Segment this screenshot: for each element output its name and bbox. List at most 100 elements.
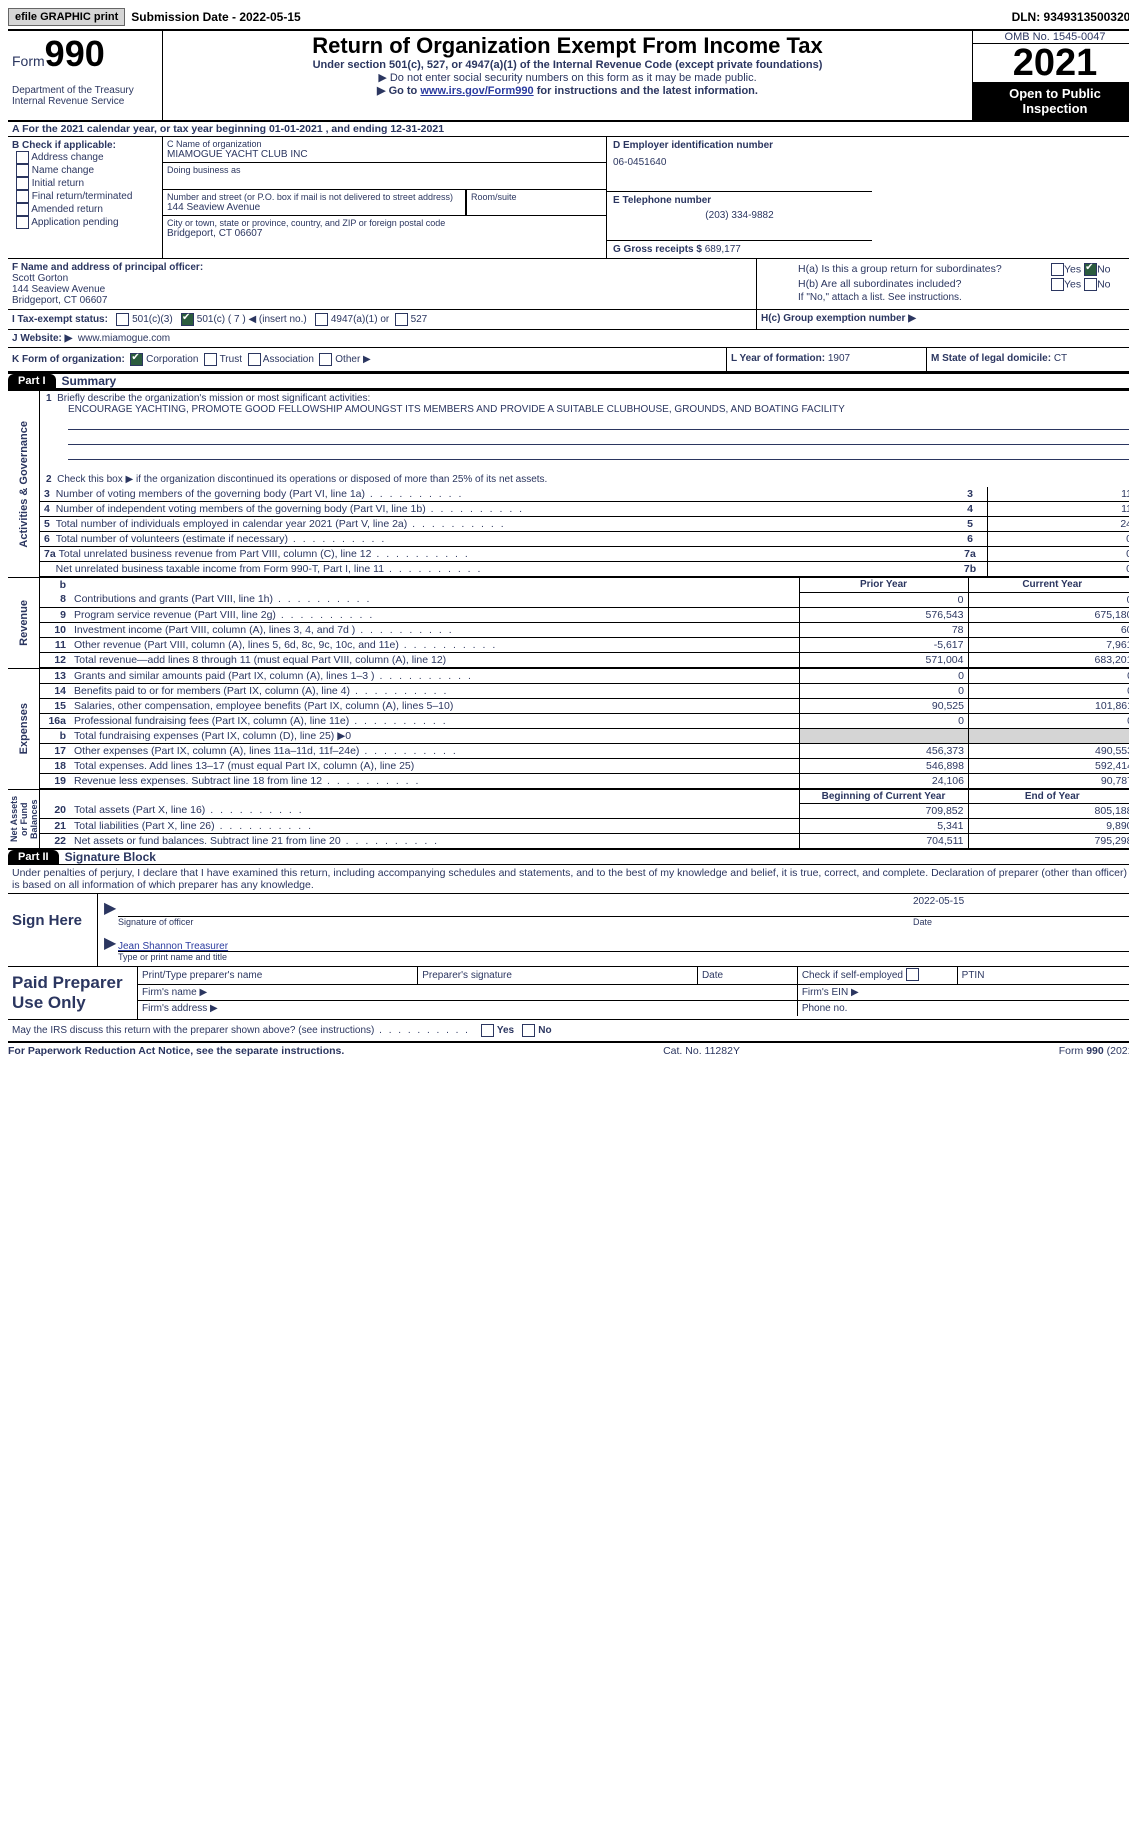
exp15-d: Salaries, other compensation, employee b… <box>74 700 453 712</box>
governance-table: 3 Number of voting members of the govern… <box>40 487 1129 577</box>
rev12-p: 571,004 <box>799 652 968 667</box>
self-employed-check[interactable] <box>906 968 919 981</box>
exp15-n: 15 <box>40 698 70 713</box>
form-subtitle: Under section 501(c), 527, or 4947(a)(1)… <box>167 59 968 71</box>
arrow-icon: ▶ <box>104 898 116 918</box>
officer-name: Scott Gorton <box>12 273 752 284</box>
row6-desc: Total number of volunteers (estimate if … <box>56 533 387 545</box>
hb-no[interactable] <box>1084 278 1097 291</box>
c-name-label: C Name of organization <box>167 139 602 149</box>
room-label: Room/suite <box>471 192 602 202</box>
k-trust[interactable] <box>204 353 217 366</box>
row7b-key: 7b <box>953 562 988 577</box>
i-4947[interactable] <box>315 313 328 326</box>
firm-ein: Firm's EIN ▶ <box>797 984 1129 1000</box>
hb-yes[interactable] <box>1051 278 1064 291</box>
expenses-table: 13Grants and similar amounts paid (Part … <box>40 669 1129 789</box>
q1-label: Briefly describe the organization's miss… <box>57 393 370 404</box>
rev9-n: 9 <box>40 607 70 622</box>
activities-side-label: Activities & Governance <box>17 417 31 552</box>
expenses-section: Expenses 13Grants and similar amounts pa… <box>8 668 1129 789</box>
note-ssn: ▶ Do not enter social security numbers o… <box>167 71 968 84</box>
exp16b-c <box>969 728 1129 743</box>
discuss-yes[interactable] <box>481 1024 494 1037</box>
row7b-desc: Net unrelated business taxable income fr… <box>56 563 483 575</box>
rev8-n: 8 <box>40 592 70 607</box>
exp14-d: Benefits paid to or for members (Part IX… <box>74 685 448 697</box>
ha-yes[interactable] <box>1051 263 1064 276</box>
check-amended[interactable] <box>16 203 29 216</box>
row7a-val: 0 <box>988 547 1129 562</box>
sign-section: Sign Here ▶ Signature of officer 2022-05… <box>8 893 1129 966</box>
i-label: I Tax-exempt status: <box>12 314 108 325</box>
section-klm: K Form of organization: Corporation Trus… <box>8 348 1129 373</box>
officer-city: Bridgeport, CT 06607 <box>12 295 752 306</box>
row3-desc: Number of voting members of the governin… <box>56 488 464 500</box>
check-app-pending[interactable] <box>16 216 29 229</box>
exp18-d: Total expenses. Add lines 13–17 (must eq… <box>74 760 414 772</box>
sig-date-label: Date <box>913 917 1129 927</box>
row5-desc: Total number of individuals employed in … <box>56 518 506 530</box>
preparer-label: Paid Preparer Use Only <box>8 967 138 1019</box>
activities-section: Activities & Governance 1 Briefly descri… <box>8 389 1129 577</box>
irs-link[interactable]: www.irs.gov/Form990 <box>420 85 533 97</box>
k-corp[interactable] <box>130 353 143 366</box>
firm-name: Firm's name ▶ <box>138 984 797 1000</box>
arrow-icon-2: ▶ <box>104 933 116 953</box>
efile-button[interactable]: efile GRAPHIC print <box>8 8 125 26</box>
form-label: Form <box>12 53 45 69</box>
revenue-section: Revenue bPrior YearCurrent Year 8Contrib… <box>8 577 1129 668</box>
k-other[interactable] <box>319 353 332 366</box>
begin-year-header: Beginning of Current Year <box>799 790 968 804</box>
e-label: E Telephone number <box>613 195 866 206</box>
section-i: I Tax-exempt status: 501(c)(3) 501(c) ( … <box>8 310 1129 330</box>
row5-key: 5 <box>953 517 988 532</box>
pra-notice: For Paperwork Reduction Act Notice, see … <box>8 1045 344 1057</box>
i-501c3[interactable] <box>116 313 129 326</box>
exp13-c: 0 <box>969 669 1129 684</box>
exp18-n: 18 <box>40 758 70 773</box>
ha-no[interactable] <box>1084 263 1097 276</box>
b-opt-4: Amended return <box>31 204 103 215</box>
exp19-d: Revenue less expenses. Subtract line 18 … <box>74 775 420 787</box>
row7a-key: 7a <box>953 547 988 562</box>
b-opt-0: Address change <box>31 152 103 163</box>
check-address-change[interactable] <box>16 151 29 164</box>
f-label: F Name and address of principal officer: <box>12 262 752 273</box>
revenue-side-label: Revenue <box>17 596 31 650</box>
i-527[interactable] <box>395 313 408 326</box>
part2-bar: Part II <box>8 850 59 864</box>
dln: DLN: 93493135003202 <box>1012 10 1129 24</box>
exp14-n: 14 <box>40 683 70 698</box>
na20-p: 709,852 <box>799 803 968 818</box>
check-name-change[interactable] <box>16 164 29 177</box>
k-assoc[interactable] <box>248 353 261 366</box>
discuss-no[interactable] <box>522 1024 535 1037</box>
m-label: M State of legal domicile: <box>931 353 1051 364</box>
l-label: L Year of formation: <box>731 353 825 364</box>
rev12-n: 12 <box>40 652 70 667</box>
rev11-p: -5,617 <box>799 637 968 652</box>
check-initial-return[interactable] <box>16 177 29 190</box>
exp16a-d: Professional fundraising fees (Part IX, … <box>74 715 448 727</box>
sig-date: 2022-05-15 <box>913 896 964 907</box>
form-title: Return of Organization Exempt From Incom… <box>167 33 968 59</box>
check-final-return[interactable] <box>16 190 29 203</box>
exp13-n: 13 <box>40 669 70 684</box>
exp17-p: 456,373 <box>800 743 969 758</box>
prep-date-h: Date <box>697 967 797 985</box>
toolbar: efile GRAPHIC print Submission Date - 20… <box>8 8 1129 26</box>
i-501c[interactable] <box>181 313 194 326</box>
row7a-desc: Total unrelated business revenue from Pa… <box>59 548 470 560</box>
row6-key: 6 <box>953 532 988 547</box>
website[interactable]: www.miamogue.com <box>78 333 170 344</box>
open-inspection: Open to Public Inspection <box>973 82 1129 120</box>
form-ref: Form 990 (2021) <box>1059 1045 1129 1057</box>
netassets-table: Beginning of Current YearEnd of Year 20T… <box>40 790 1129 848</box>
row3-val: 11 <box>988 487 1129 502</box>
prep-name-h: Print/Type preparer's name <box>138 967 418 985</box>
prep-sig-h: Preparer's signature <box>418 967 698 985</box>
exp16b-d: Total fundraising expenses (Part IX, col… <box>74 730 351 742</box>
form-number: 990 <box>45 33 105 74</box>
row6-val: 0 <box>988 532 1129 547</box>
